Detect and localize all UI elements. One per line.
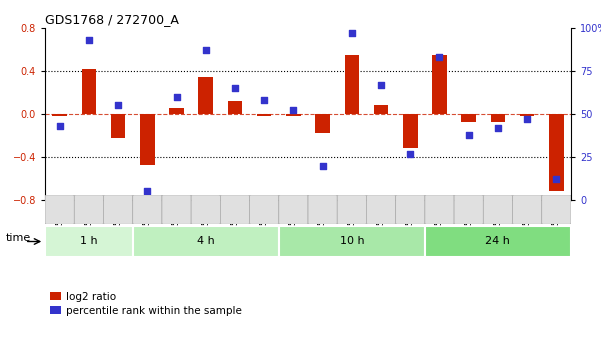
FancyBboxPatch shape xyxy=(337,195,367,224)
Bar xyxy=(490,114,505,122)
FancyBboxPatch shape xyxy=(367,195,395,224)
Text: GDS1768 / 272700_A: GDS1768 / 272700_A xyxy=(45,13,179,27)
Point xyxy=(493,125,502,130)
FancyBboxPatch shape xyxy=(279,195,308,224)
FancyBboxPatch shape xyxy=(103,195,133,224)
Point xyxy=(55,123,64,129)
Point xyxy=(84,37,94,42)
Bar xyxy=(257,114,272,116)
Bar xyxy=(82,69,96,114)
FancyBboxPatch shape xyxy=(162,195,191,224)
Bar xyxy=(344,55,359,114)
Bar xyxy=(549,114,564,191)
FancyBboxPatch shape xyxy=(454,195,483,224)
Bar xyxy=(520,114,534,116)
Point xyxy=(376,82,386,87)
FancyBboxPatch shape xyxy=(542,195,571,224)
Point xyxy=(114,102,123,108)
FancyBboxPatch shape xyxy=(221,195,249,224)
FancyBboxPatch shape xyxy=(133,195,162,224)
Bar xyxy=(316,114,330,133)
Point xyxy=(435,54,444,60)
FancyBboxPatch shape xyxy=(513,195,542,224)
Point xyxy=(142,189,152,194)
Bar xyxy=(279,226,425,257)
Point xyxy=(260,97,269,103)
Text: 10 h: 10 h xyxy=(340,237,364,246)
FancyBboxPatch shape xyxy=(45,195,75,224)
Point xyxy=(318,163,328,168)
Bar xyxy=(286,114,300,116)
FancyBboxPatch shape xyxy=(483,195,513,224)
FancyBboxPatch shape xyxy=(249,195,279,224)
Point xyxy=(347,30,356,36)
FancyBboxPatch shape xyxy=(191,195,221,224)
Point xyxy=(172,94,182,99)
FancyBboxPatch shape xyxy=(395,195,425,224)
Bar xyxy=(133,226,279,257)
FancyBboxPatch shape xyxy=(425,195,454,224)
Point xyxy=(464,132,474,137)
Text: 24 h: 24 h xyxy=(486,237,510,246)
Bar xyxy=(198,77,213,114)
FancyBboxPatch shape xyxy=(308,195,337,224)
Point xyxy=(522,116,532,122)
Bar xyxy=(432,55,447,114)
Text: time: time xyxy=(6,233,31,243)
Point xyxy=(552,177,561,182)
FancyBboxPatch shape xyxy=(75,195,103,224)
Bar xyxy=(52,114,67,116)
Point xyxy=(230,85,240,91)
Text: 1 h: 1 h xyxy=(80,237,98,246)
Legend: log2 ratio, percentile rank within the sample: log2 ratio, percentile rank within the s… xyxy=(50,292,242,316)
Text: 4 h: 4 h xyxy=(197,237,215,246)
Bar xyxy=(140,114,154,165)
Point xyxy=(201,47,210,53)
Bar xyxy=(374,105,388,114)
Point xyxy=(288,108,298,113)
Bar xyxy=(111,114,126,138)
Bar xyxy=(425,226,571,257)
Bar xyxy=(45,226,133,257)
Bar xyxy=(169,108,184,114)
Bar xyxy=(462,114,476,122)
Bar xyxy=(403,114,418,148)
Point xyxy=(406,151,415,156)
Bar xyxy=(228,101,242,114)
